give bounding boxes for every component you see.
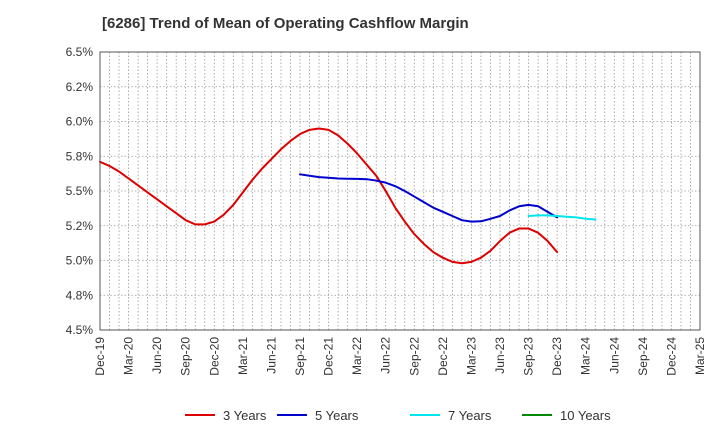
- legend: 3 Years 5 Years 7 Years 10 Years: [185, 408, 611, 423]
- x-axis-ticks: Dec-19 Mar-20 Jun-20 Sep-20 Dec-20 Mar-21 Jun-…: [93, 337, 707, 376]
- y-tick-label: 5.5%: [66, 184, 94, 198]
- x-tick-label: Mar-25: [693, 337, 707, 375]
- x-tick-label: Sep-22: [407, 337, 421, 376]
- x-tick-label: Mar-22: [350, 337, 364, 375]
- y-axis-ticks: 4.5% 4.8% 5.0% 5.2% 5.5% 5.8% 6.0% 6.2% 6.5%: [66, 45, 94, 337]
- y-tick-label: 5.8%: [66, 149, 94, 163]
- x-tick-label: Mar-24: [579, 337, 593, 375]
- x-tick-label: Jun-21: [264, 337, 278, 374]
- plot-border: [99, 51, 701, 331]
- y-tick-label: 6.0%: [66, 115, 94, 129]
- x-tick-label: Dec-20: [207, 337, 221, 376]
- x-tick-label: Dec-21: [322, 337, 336, 376]
- plot-background: [100, 52, 700, 330]
- legend-label-3: 7 Years: [448, 408, 492, 423]
- series-line-1: [99, 127, 559, 265]
- grid: [100, 52, 700, 330]
- x-tick-label: Sep-21: [293, 337, 307, 376]
- plot-frame: [99, 51, 701, 331]
- y-tick-label: 4.5%: [66, 323, 94, 337]
- x-tick-label: Jun-24: [607, 337, 621, 374]
- x-tick-label: Sep-20: [179, 337, 193, 376]
- x-tick-label: Dec-24: [664, 337, 678, 376]
- y-tick-label: 5.0%: [66, 254, 94, 268]
- x-tick-label: Dec-22: [436, 337, 450, 376]
- x-tick-label: Sep-23: [522, 337, 536, 376]
- x-tick-label: Mar-20: [122, 337, 136, 375]
- chart-title: [6286] Trend of Mean of Operating Cashfl…: [102, 15, 469, 32]
- x-tick-label: Jun-20: [150, 337, 164, 374]
- y-tick-label: 6.5%: [66, 45, 94, 59]
- x-tick-label: Jun-22: [379, 337, 393, 374]
- legend-label-2: 5 Years: [315, 408, 359, 423]
- y-tick-label: 6.2%: [66, 80, 94, 94]
- legend-label-1: 3 Years: [223, 408, 267, 423]
- x-tick-label: Mar-23: [464, 337, 478, 375]
- x-tick-label: Jun-23: [493, 337, 507, 374]
- x-tick-label: Mar-21: [236, 337, 250, 375]
- x-tick-label: Dec-23: [550, 337, 564, 376]
- series-lines: [99, 127, 597, 265]
- x-tick-label: Sep-24: [636, 337, 650, 376]
- y-tick-label: 4.8%: [66, 288, 94, 302]
- series-line-2: [299, 173, 559, 223]
- x-tick-label: Dec-19: [93, 337, 107, 376]
- legend-label-4: 10 Years: [560, 408, 611, 423]
- y-tick-label: 5.2%: [66, 219, 94, 233]
- series-line-3: [527, 214, 597, 221]
- plot-area: [100, 52, 700, 330]
